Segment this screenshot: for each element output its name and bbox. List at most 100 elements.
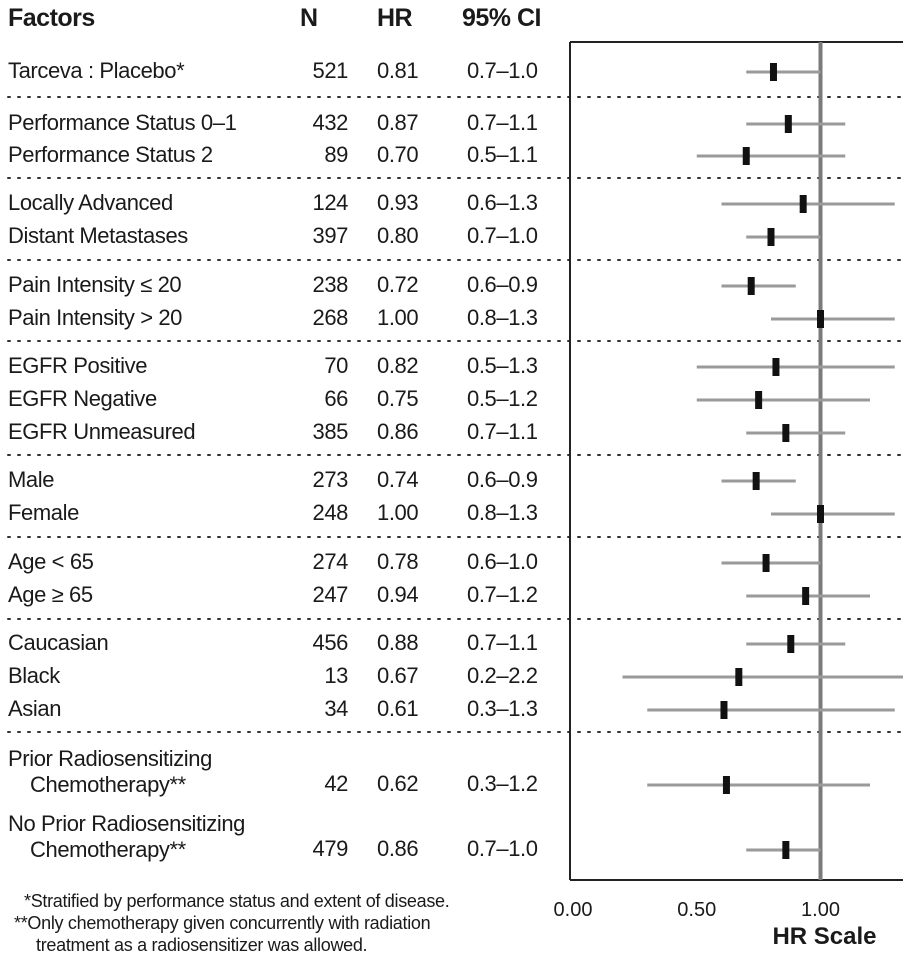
n-value: 274 <box>312 549 348 574</box>
hr-marker <box>802 587 810 605</box>
ci-value: 0.7–1.0 <box>467 58 538 83</box>
hr-marker <box>752 472 760 490</box>
hr-value: 0.80 <box>377 223 419 248</box>
footnote-stratified: *Stratified by performance status and ex… <box>24 891 450 911</box>
factor-label: EGFR Negative <box>8 386 157 411</box>
factor-label: Age ≥ 65 <box>8 582 93 607</box>
n-value: 479 <box>312 836 348 861</box>
hr-marker <box>720 701 728 719</box>
hr-value: 0.74 <box>377 467 419 492</box>
x-tick-label: 1.00 <box>801 899 840 921</box>
hr-marker <box>769 63 777 81</box>
n-value: 248 <box>312 500 348 525</box>
factor-table: Tarceva : Placebo* 521 0.81 0.7–1.0 Performa… <box>8 58 538 862</box>
hr-value: 0.86 <box>377 419 419 444</box>
n-value: 385 <box>312 419 348 444</box>
factor-label: Female <box>8 500 79 525</box>
ci-value: 0.5–1.2 <box>467 386 538 411</box>
hr-value: 0.86 <box>377 836 419 861</box>
factor-label: EGFR Positive <box>8 353 148 378</box>
footnote-chemotherapy: **Only chemotherapy given concurrently w… <box>14 913 431 933</box>
n-value: 66 <box>324 386 348 411</box>
n-value: 268 <box>312 305 348 330</box>
ci-value: 0.5–1.3 <box>467 353 538 378</box>
hr-marker <box>782 424 790 442</box>
factor-label: Age < 65 <box>8 549 94 574</box>
ci-value: 0.2–2.2 <box>467 663 538 688</box>
ci-value: 0.6–1.3 <box>467 190 538 215</box>
header-factors: Factors <box>8 4 95 32</box>
hr-value: 0.82 <box>377 353 419 378</box>
ci-value: 0.3–1.2 <box>467 771 538 796</box>
n-value: 247 <box>312 582 348 607</box>
ci-value: 0.6–0.9 <box>467 467 538 492</box>
hr-marker <box>817 310 824 328</box>
ci-value: 0.8–1.3 <box>467 500 538 525</box>
hr-marker <box>787 635 795 653</box>
hr-marker <box>784 115 792 133</box>
factor-label: Black <box>8 663 60 688</box>
n-value: 124 <box>312 190 348 215</box>
hr-value: 1.00 <box>377 305 419 330</box>
header-hr: HR <box>377 4 413 32</box>
factor-label: Tarceva : Placebo* <box>8 58 185 83</box>
n-value: 456 <box>312 630 348 655</box>
hr-marker <box>767 228 775 246</box>
hr-marker <box>722 776 730 794</box>
ci-value: 0.6–0.9 <box>467 272 538 297</box>
n-value: 432 <box>312 110 348 135</box>
factor-label: Distant Metastases <box>8 223 188 248</box>
ci-value: 0.7–1.0 <box>467 223 538 248</box>
x-tick-label: 0.50 <box>677 899 716 921</box>
factor-label: Pain Intensity > 20 <box>8 305 183 330</box>
factor-label: Locally Advanced <box>8 190 173 215</box>
header-n: N <box>300 4 318 32</box>
hr-value: 0.81 <box>377 58 419 83</box>
ci-value: 0.3–1.3 <box>467 696 538 721</box>
n-value: 273 <box>312 467 348 492</box>
factor-label: Performance Status 2 <box>8 142 213 167</box>
n-value: 42 <box>324 771 348 796</box>
n-value: 521 <box>312 58 348 83</box>
x-tick-label: 0.00 <box>554 899 593 921</box>
hr-value: 0.67 <box>377 663 419 688</box>
factor-label: Performance Status 0–1 <box>8 110 237 135</box>
factor-label: No Prior Radiosensitizing <box>8 811 245 836</box>
ci-value: 0.6–1.0 <box>467 549 538 574</box>
hr-value: 0.93 <box>377 190 419 215</box>
n-value: 89 <box>324 142 348 167</box>
hr-marker <box>782 841 790 859</box>
factor-label: Male <box>8 467 55 492</box>
hr-marker <box>817 505 824 523</box>
hr-marker <box>735 668 743 686</box>
factor-label-cont: Chemotherapy** <box>30 772 186 797</box>
ci-value: 0.7–1.2 <box>467 582 538 607</box>
factor-label: Asian <box>8 696 62 721</box>
factor-label-cont: Chemotherapy** <box>30 837 186 862</box>
ci-value: 0.8–1.3 <box>467 305 538 330</box>
ci-value: 0.7–1.1 <box>467 419 538 444</box>
header-ci: 95% CI <box>462 4 541 32</box>
n-value: 34 <box>324 696 348 721</box>
hr-marker <box>799 195 807 213</box>
hr-value: 0.78 <box>377 549 419 574</box>
ci-value: 0.7–1.1 <box>467 630 538 655</box>
hr-value: 0.70 <box>377 142 419 167</box>
n-value: 397 <box>312 223 348 248</box>
hr-value: 0.88 <box>377 630 419 655</box>
footnote-chemotherapy-cont: treatment as a radiosensitizer was allow… <box>36 935 368 955</box>
hr-value: 0.75 <box>377 386 419 411</box>
factor-label: Prior Radiosensitizing <box>8 746 212 771</box>
hr-marker <box>762 554 770 572</box>
factor-label: Pain Intensity ≤ 20 <box>8 272 182 297</box>
hr-value: 0.61 <box>377 696 419 721</box>
hr-value: 0.72 <box>377 272 419 297</box>
ci-value: 0.7–1.1 <box>467 110 538 135</box>
n-value: 70 <box>324 353 348 378</box>
hr-value: 1.00 <box>377 500 419 525</box>
hr-marker <box>772 358 780 376</box>
n-value: 13 <box>324 663 348 688</box>
ci-value: 0.5–1.1 <box>467 142 538 167</box>
hr-marker <box>742 147 750 165</box>
